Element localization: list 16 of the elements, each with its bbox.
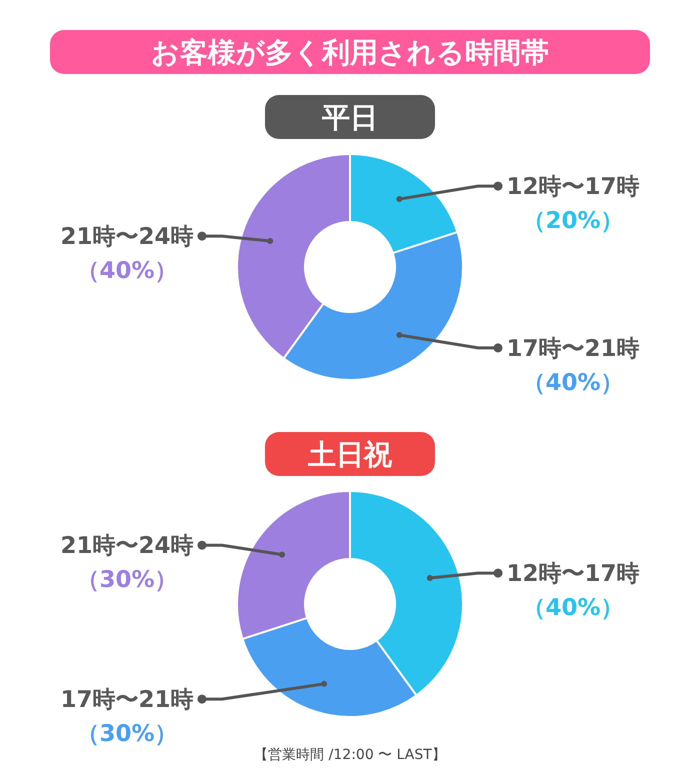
slice-label: 21時〜24時 <box>60 533 194 560</box>
data-label: （30%） <box>76 721 178 748</box>
data-label: （30%） <box>76 567 178 594</box>
slice-label: 17時〜21時 <box>506 336 640 362</box>
text: 【営業時間 /12:00 〜 LAST】 <box>254 747 446 763</box>
chart-title: お客様が多く利用される時間帯 <box>151 36 549 69</box>
chart-title: 土日祝 <box>307 438 393 471</box>
slice-label: 21時〜24時 <box>60 224 194 250</box>
chart-subtitle: 平日 <box>321 101 378 134</box>
data-label: （20%） <box>522 208 624 234</box>
data-label: （40%） <box>76 258 178 284</box>
slice-label: 12時〜17時 <box>506 561 640 588</box>
data-label: （40%） <box>522 595 624 622</box>
slice-label: 17時〜21時 <box>60 687 194 714</box>
slice-label: 12時〜17時 <box>506 174 640 200</box>
data-label: （40%） <box>522 370 624 396</box>
